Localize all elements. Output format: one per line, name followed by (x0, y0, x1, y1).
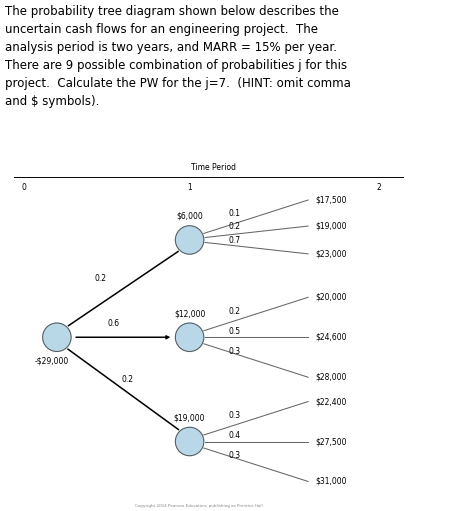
Text: 0.3: 0.3 (228, 346, 241, 356)
Text: $20,000: $20,000 (315, 293, 346, 302)
Text: $22,400: $22,400 (315, 397, 346, 406)
Text: 0.2: 0.2 (94, 274, 106, 283)
Text: 1: 1 (187, 182, 192, 192)
Text: $31,000: $31,000 (315, 477, 346, 486)
Text: $12,000: $12,000 (174, 309, 205, 318)
Text: $17,500: $17,500 (315, 196, 346, 204)
Text: $23,000: $23,000 (315, 249, 346, 259)
Ellipse shape (175, 226, 204, 254)
Text: $19,000: $19,000 (315, 222, 346, 230)
Text: 0.3: 0.3 (228, 411, 241, 420)
Ellipse shape (43, 323, 71, 352)
Text: 0.2: 0.2 (122, 376, 134, 384)
Text: 0.7: 0.7 (228, 236, 241, 245)
Text: -$29,000: -$29,000 (35, 356, 69, 365)
Text: 0: 0 (21, 182, 26, 192)
Text: 0.2: 0.2 (228, 307, 241, 315)
Text: 0.1: 0.1 (228, 209, 241, 218)
Ellipse shape (175, 427, 204, 456)
Text: 0.4: 0.4 (228, 431, 241, 440)
Text: Time Period: Time Period (191, 163, 236, 172)
Text: 0.2: 0.2 (228, 222, 241, 231)
Text: 0.5: 0.5 (228, 327, 241, 336)
Text: 2: 2 (377, 182, 382, 192)
Text: $24,600: $24,600 (315, 333, 346, 342)
Text: The probability tree diagram shown below describes the
uncertain cash flows for : The probability tree diagram shown below… (5, 5, 351, 108)
Text: 0.6: 0.6 (108, 319, 120, 328)
Text: $28,000: $28,000 (315, 373, 346, 382)
Text: 0.3: 0.3 (228, 451, 241, 460)
Text: $27,500: $27,500 (315, 437, 346, 446)
Text: $19,000: $19,000 (174, 413, 205, 423)
Text: Copyright 2014 Pearson Education, publishing as Prentice Hall: Copyright 2014 Pearson Education, publis… (135, 503, 263, 507)
Ellipse shape (175, 323, 204, 352)
Text: $6,000: $6,000 (176, 212, 203, 221)
